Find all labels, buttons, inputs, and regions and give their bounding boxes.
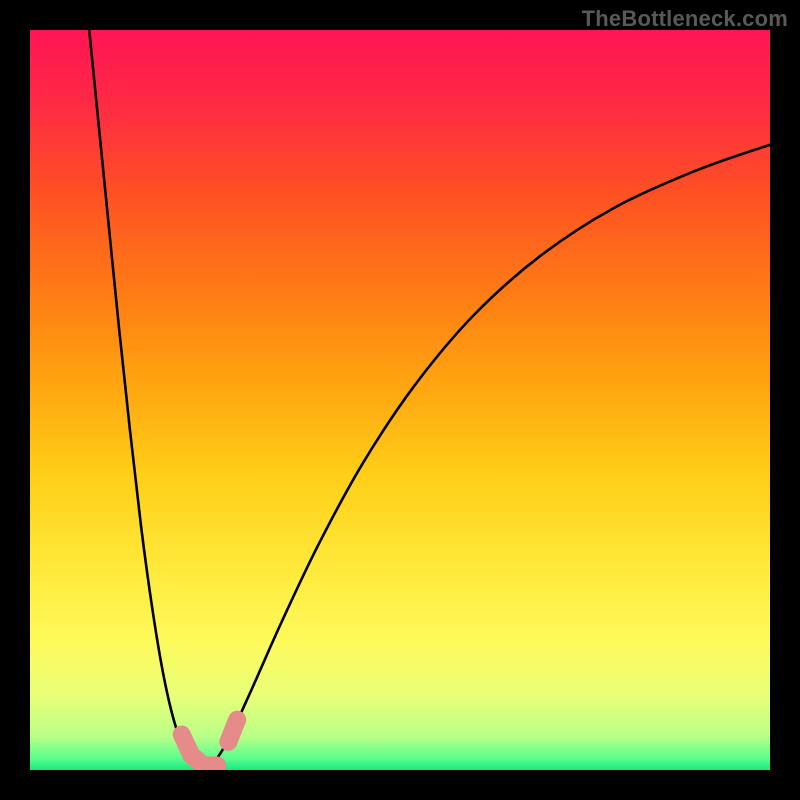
gradient-background [30,30,770,770]
chart-frame: TheBottleneck.com [0,0,800,800]
plot-svg [30,30,770,770]
marker-segment [228,720,237,742]
watermark-text: TheBottleneck.com [582,6,788,32]
plot-area [30,30,770,770]
